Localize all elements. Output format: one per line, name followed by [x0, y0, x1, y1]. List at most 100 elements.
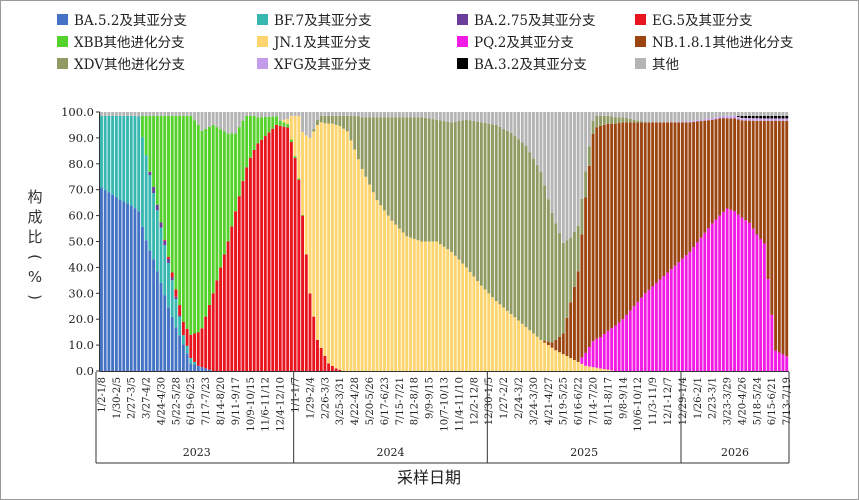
- bar-segment-xdv: [330, 115, 334, 124]
- bar-segment-xdv: [476, 121, 480, 281]
- y-axis-title-char: 成: [27, 208, 43, 226]
- bar-segment-other: [714, 112, 718, 118]
- bar-segment-ba275: [155, 204, 159, 211]
- bar-segment-ba52: [137, 211, 141, 371]
- y-axis-title: 构成比(%): [23, 187, 47, 307]
- bar-segment-ba52: [122, 201, 126, 371]
- bar-segment-other: [170, 112, 174, 116]
- bar-segment-other: [263, 112, 267, 118]
- bar-segment-xdv: [569, 237, 573, 303]
- bar-segment-nb181: [748, 120, 751, 223]
- bar-segment-jn1: [476, 281, 480, 371]
- bar-segment-jn1: [438, 244, 442, 371]
- bar-segment-nb181: [785, 120, 789, 357]
- x-tick-label: 9/9-9/15: [425, 377, 436, 419]
- bar-segment-other: [751, 112, 755, 116]
- bar-segment-other: [356, 112, 360, 117]
- x-tick-label: 10/6-10/12: [633, 377, 644, 432]
- bar-segment-other: [111, 112, 115, 116]
- bar-segment-other: [405, 112, 409, 118]
- bar-segment-jn1: [479, 285, 483, 371]
- bar-segment-xfg: [751, 118, 755, 121]
- bar-segment-ba32: [759, 115, 763, 119]
- bar-segment-xbb: [170, 115, 174, 273]
- bar-segment-eg5: [237, 196, 241, 371]
- bar-segment-eg5: [297, 179, 301, 371]
- bar-segment-other: [316, 112, 319, 120]
- bar-segment-nb181: [703, 120, 707, 233]
- bar-segment-other: [777, 112, 781, 116]
- bar-segment-other: [748, 112, 751, 116]
- bar-segment-other: [703, 112, 707, 120]
- bar-segment-pq2: [710, 223, 714, 371]
- x-tick-label: 4/21-4/27: [544, 377, 555, 425]
- bar-segment-pq2: [587, 347, 591, 367]
- bar-segment-xfg: [770, 118, 774, 121]
- bar-segment-jn1: [375, 200, 379, 371]
- bar-segment-pq2: [617, 322, 621, 371]
- bar-segment-nb181: [610, 123, 614, 329]
- bar-segment-other: [461, 112, 465, 121]
- bar-segment-xdv: [383, 117, 386, 211]
- bar-segment-pq2: [688, 251, 692, 371]
- bar-segment-other: [468, 112, 472, 121]
- bar-segment-pq2: [613, 325, 617, 371]
- bar-segment-other: [196, 112, 200, 125]
- bar-segment-jn1: [520, 323, 524, 371]
- bar-segment-eg5: [222, 254, 226, 371]
- bar-segment-other: [725, 112, 729, 116]
- bar-segment-xdv: [502, 128, 506, 308]
- bar-segment-other: [301, 112, 305, 133]
- bar-segment-other: [289, 112, 293, 116]
- bar-segment-xdv: [558, 233, 561, 337]
- bar-segment-xbb: [185, 115, 189, 329]
- bar-segment-nb181: [677, 122, 681, 263]
- bar-segment-other: [330, 112, 334, 116]
- bar-segment-other: [334, 112, 338, 116]
- bar-segment-xdv: [509, 132, 513, 315]
- bar-segment-other: [416, 112, 420, 118]
- bar-segment-other: [442, 112, 446, 122]
- bar-segment-pq2: [736, 214, 740, 371]
- bar-segment-nb181: [658, 122, 662, 280]
- bar-segment-xfg: [740, 117, 744, 121]
- bar-segment-xdv: [513, 135, 517, 318]
- bar-segment-xdv: [572, 231, 576, 287]
- bar-segment-other: [174, 112, 178, 116]
- bar-segment-other: [211, 112, 215, 125]
- bar-segment-other: [271, 112, 275, 117]
- bar-segment-xfg: [762, 118, 766, 121]
- bar-segment-xbb: [234, 133, 237, 212]
- x-tick-label: 6/16-6/22: [574, 377, 585, 425]
- bar-segment-other: [662, 112, 666, 123]
- bar-segment-ba52: [181, 344, 185, 371]
- x-tick-label: 7/13-7/19: [782, 377, 793, 425]
- bar-segment-ba52: [111, 194, 115, 371]
- bar-segment-xdv: [312, 128, 316, 132]
- bar-segment-jn1: [435, 241, 439, 371]
- bar-segment-other: [312, 112, 316, 129]
- x-tick-label: 12/2-12/8: [469, 377, 480, 425]
- bar-segment-xfg: [744, 118, 748, 121]
- bar-segment-other: [409, 112, 413, 118]
- bar-segment-other: [654, 112, 658, 123]
- bar-segment-nb181: [617, 123, 621, 323]
- bar-segment-other: [368, 112, 372, 118]
- bar-segment-xdv: [636, 120, 640, 123]
- bar-segment-other: [762, 112, 766, 116]
- bar-segment-bf7: [118, 115, 122, 200]
- bar-segment-eg5: [312, 316, 316, 371]
- bar-segment-other: [710, 112, 714, 118]
- legend-item-xfg: XFG及其亚分支: [257, 53, 371, 73]
- x-tick-label: 10/9-10/15: [246, 377, 257, 432]
- bar-segment-xbb: [278, 120, 282, 126]
- bar-segment-pq2: [707, 228, 710, 371]
- bar-segment-other: [278, 112, 282, 121]
- bar-segment-eg5: [234, 211, 237, 371]
- bar-segment-other: [412, 112, 416, 118]
- bar-segment-nb181: [725, 118, 729, 209]
- bar-segment-nb181: [714, 119, 718, 220]
- bar-segment-xdv: [323, 115, 327, 124]
- bar-segment-xdv: [435, 119, 439, 242]
